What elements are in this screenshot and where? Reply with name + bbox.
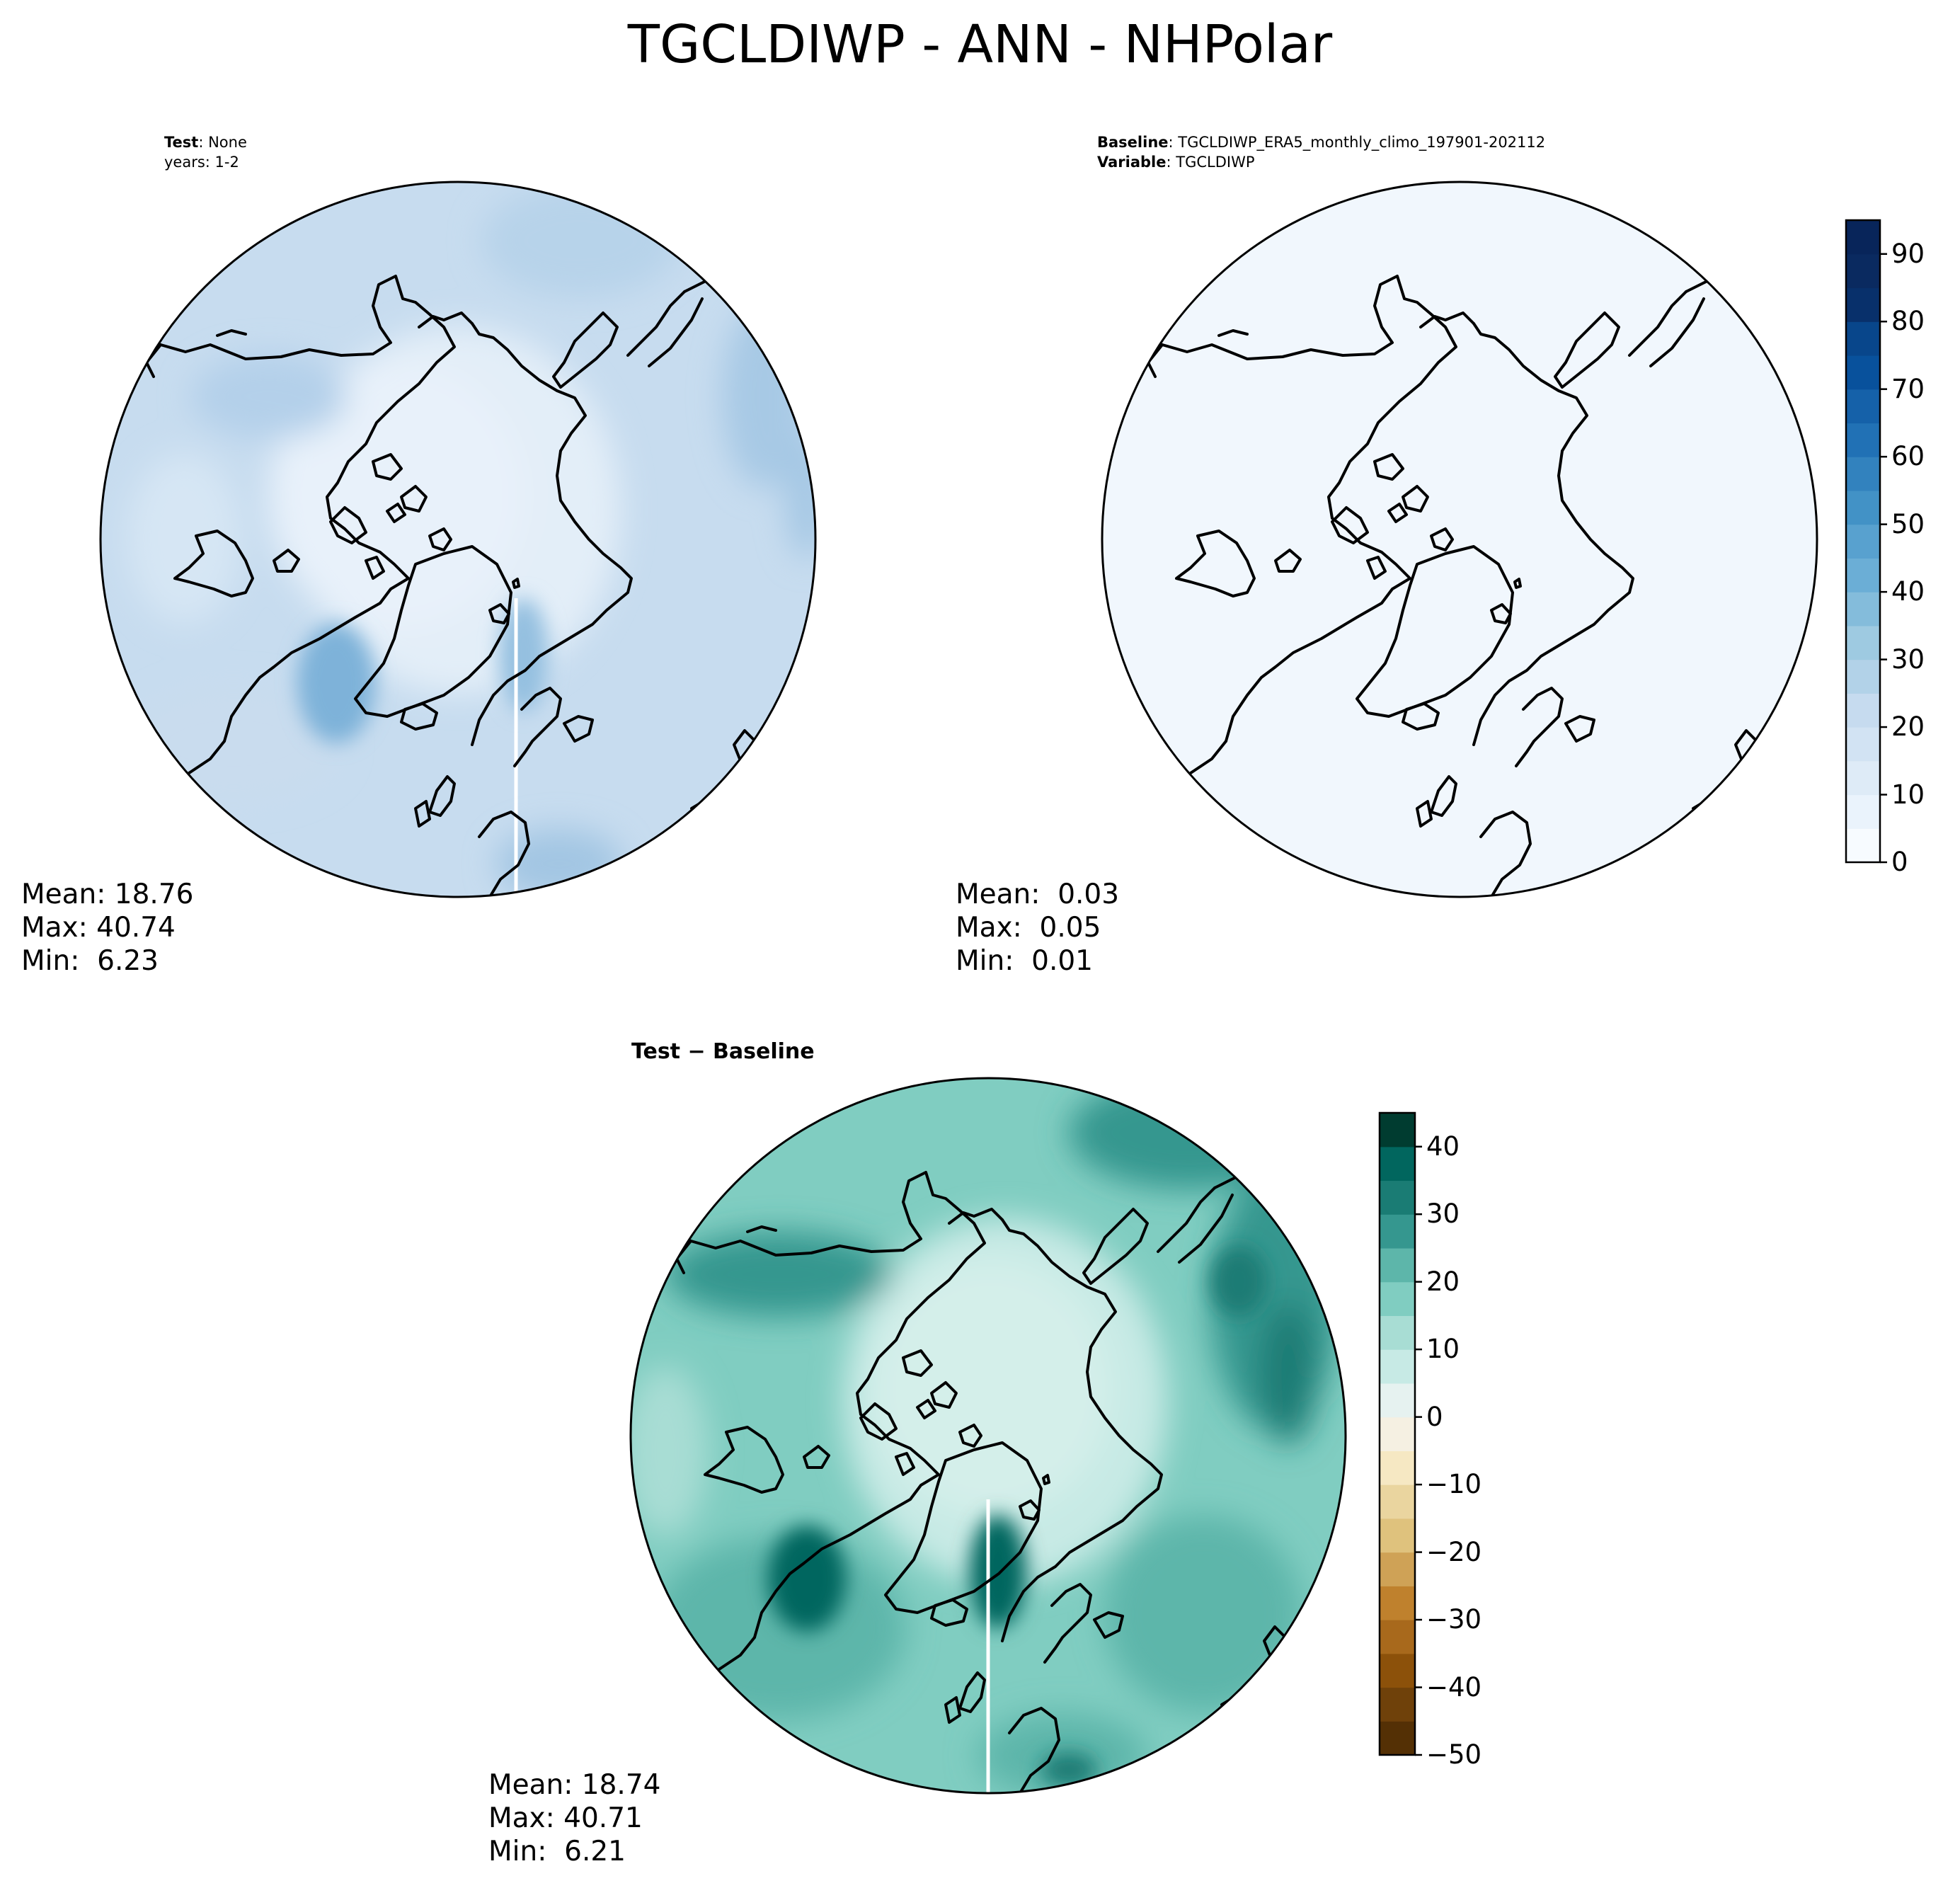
colorbar-top-tick-label: 30: [1891, 643, 1925, 675]
colorbar-top-frame: [1845, 219, 1881, 864]
colorbar-top-band: [1846, 389, 1880, 424]
colorbar-top-band: [1846, 355, 1880, 390]
baseline-header-key: Baseline: [1097, 134, 1169, 151]
baseline-min: Min: 0.01: [956, 945, 1093, 977]
baseline-map: [1101, 181, 1818, 898]
colorbar-top-band: [1846, 760, 1880, 796]
colorbar-top-band: [1846, 490, 1880, 525]
colorbar-top-band: [1846, 558, 1880, 593]
test-years: years: 1-2: [164, 154, 239, 171]
colorbar-top-tick-label: 70: [1891, 373, 1925, 404]
diff-panel-header: Test − Baseline: [631, 1039, 815, 1064]
colorbar-top-tick-label: 60: [1891, 441, 1925, 472]
colorbar-diff-tick-label: −20: [1426, 1536, 1482, 1567]
baseline-map-boundary: [1101, 181, 1818, 898]
colorbar-top-band: [1846, 592, 1880, 627]
colorbar-top-band: [1846, 524, 1880, 559]
colorbar-diff-tick-label: −10: [1426, 1469, 1482, 1500]
baseline-header-sep: :: [1168, 134, 1179, 151]
colorbar-top-band: [1846, 659, 1880, 694]
test-mean: Mean: 18.76: [21, 879, 194, 910]
colorbar-top-band: [1846, 253, 1880, 289]
test-panel-header: Test: None: [164, 132, 247, 153]
diff-map-boundary: [629, 1077, 1347, 1795]
colorbar-diff: [1378, 1111, 1422, 1756]
colorbar-top-band: [1846, 693, 1880, 728]
colorbar-diff-band: [1380, 1451, 1415, 1485]
colorbar-diff-band: [1380, 1281, 1415, 1317]
colorbar-diff-tick-label: 30: [1426, 1198, 1460, 1230]
test-stats: Mean: 18.76 Max: 40.74 Min: 6.23: [21, 878, 193, 978]
colorbar-top-band: [1846, 457, 1880, 491]
colorbar-top-band: [1846, 287, 1880, 322]
baseline-stats: Mean: 0.03 Max: 0.05 Min: 0.01: [956, 878, 1119, 978]
colorbar-top-tick-label: 0: [1891, 847, 1908, 877]
colorbar-diff-tick-label: 40: [1426, 1131, 1460, 1162]
colorbar-top-tick-label: 90: [1891, 238, 1925, 269]
test-map-boundary: [99, 181, 817, 898]
baseline-variable-line: Variable: TGCLDIWP: [1097, 151, 1255, 173]
colorbar-top-band: [1846, 321, 1880, 356]
test-min: Min: 6.23: [21, 945, 159, 977]
test-map: [99, 181, 817, 898]
test-header-key: Test: [164, 134, 199, 151]
baseline-max: Max: 0.05: [956, 912, 1101, 944]
colorbar-diff-band: [1380, 1315, 1415, 1350]
diff-min: Min: 6.21: [488, 1836, 626, 1867]
diff-stats: Mean: 18.74 Max: 40.71 Min: 6.21: [488, 1768, 660, 1868]
colorbar-diff-frame: [1378, 1111, 1416, 1756]
colorbar-diff-band: [1380, 1113, 1415, 1148]
colorbar-diff-band: [1380, 1484, 1415, 1519]
baseline-mean: Mean: 0.03: [956, 879, 1120, 910]
baseline-panel-header: Baseline: TGCLDIWP_ERA5_monthly_climo_19…: [1097, 132, 1545, 153]
colorbar-diff-tick-label: 10: [1426, 1334, 1460, 1365]
colorbar-top-tick-label: 10: [1891, 779, 1925, 810]
colorbar-diff-band: [1380, 1383, 1415, 1418]
colorbar-diff-band: [1380, 1518, 1415, 1553]
baseline-variable-sep: :: [1166, 154, 1176, 171]
colorbar-top-band: [1846, 727, 1880, 762]
colorbar-top: [1845, 219, 1887, 864]
colorbar-diff-band: [1380, 1620, 1415, 1654]
colorbar-top-band: [1846, 828, 1880, 863]
colorbar-diff-tick-label: 20: [1426, 1266, 1460, 1297]
test-max: Max: 40.74: [21, 912, 176, 944]
test-header-value: None: [208, 134, 247, 151]
colorbar-top-band: [1846, 423, 1880, 457]
colorbar-diff-band: [1380, 1552, 1415, 1586]
colorbar-diff-tick-label: −30: [1426, 1604, 1482, 1635]
colorbar-diff-tick-label: −50: [1426, 1739, 1482, 1770]
baseline-variable-key: Variable: [1097, 154, 1167, 171]
colorbar-diff-band: [1380, 1417, 1415, 1451]
diff-mean: Mean: 18.74: [488, 1769, 661, 1801]
diff-max: Max: 40.71: [488, 1802, 643, 1834]
baseline-header-value: TGCLDIWP_ERA5_monthly_climo_197901-20211…: [1178, 134, 1546, 151]
colorbar-diff-band: [1380, 1653, 1415, 1688]
colorbar-top-band: [1846, 794, 1880, 829]
colorbar-diff-band: [1380, 1586, 1415, 1620]
colorbar-diff-tick-label: 0: [1426, 1401, 1443, 1432]
colorbar-diff-band: [1380, 1687, 1415, 1722]
figure-title: TGCLDIWP - ANN - NHPolar: [627, 14, 1333, 75]
colorbar-top-tick-label: 20: [1891, 711, 1925, 743]
colorbar-diff-band: [1380, 1721, 1415, 1756]
colorbar-diff-band: [1380, 1146, 1415, 1182]
colorbar-diff-band: [1380, 1247, 1415, 1283]
colorbar-top-tick-label: 50: [1891, 508, 1925, 539]
test-header-sep: :: [198, 134, 209, 151]
baseline-variable-value: TGCLDIWP: [1176, 154, 1255, 171]
colorbar-top-band: [1846, 220, 1880, 255]
colorbar-diff-band: [1380, 1349, 1415, 1384]
colorbar-diff-tick-label: −40: [1426, 1671, 1482, 1703]
colorbar-diff-band: [1380, 1214, 1415, 1249]
colorbar-top-band: [1846, 625, 1880, 660]
colorbar-top-tick-label: 80: [1891, 306, 1925, 337]
diff-map: [629, 1077, 1347, 1795]
colorbar-diff-band: [1380, 1180, 1415, 1215]
colorbar-top-tick-label: 40: [1891, 576, 1925, 607]
